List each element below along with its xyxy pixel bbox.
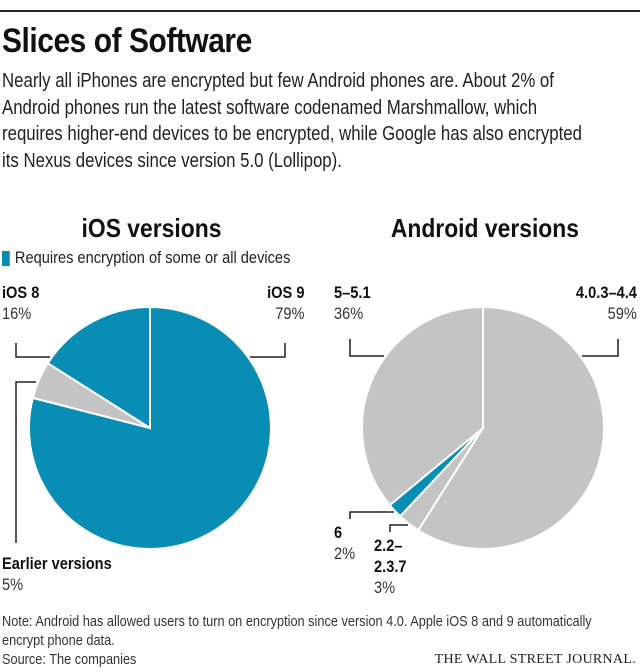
chart-subtitle: Nearly all iPhones are encrypted but few… xyxy=(2,70,582,172)
top-rule xyxy=(0,10,640,12)
label-earlier-pct: 5% xyxy=(2,575,24,594)
label-2-2-name-line1: 2.2– xyxy=(374,536,403,555)
label-ios8: iOS 8 16% xyxy=(2,282,39,324)
label-6-name: 6 xyxy=(334,523,343,542)
label-4-0-3-4-4-name: 4.0.3–4.4 xyxy=(576,283,637,302)
android-slice-4-0-3-4-4 xyxy=(416,305,605,550)
chart-title: Slices of Software xyxy=(2,22,252,60)
leader-5-5-1 xyxy=(349,339,384,357)
label-4-0-3-4-4: 4.0.3–4.4 59% xyxy=(576,282,637,324)
label-6: 6 2% xyxy=(334,522,355,564)
label-ios8-name: iOS 8 xyxy=(2,283,40,302)
leader-ios8 xyxy=(15,343,50,358)
label-ios8-pct: 16% xyxy=(2,304,32,323)
label-earlier-name: Earlier versions xyxy=(2,554,112,573)
android-pie xyxy=(361,305,605,550)
label-5-5-1-pct: 36% xyxy=(334,304,364,323)
label-2-2-name-line2: 2.3.7 xyxy=(374,557,407,576)
ios-leader-lines xyxy=(15,343,286,543)
label-4-0-3-4-4-pct: 59% xyxy=(607,304,637,323)
legend-swatch-encrypted xyxy=(2,250,10,266)
label-ios9-pct: 79% xyxy=(274,304,304,323)
leader-4-0-3-4-4 xyxy=(582,339,619,357)
source-line: Source: The companies xyxy=(2,651,137,668)
label-6-pct: 2% xyxy=(334,544,356,563)
label-ios9: iOS 9 79% xyxy=(267,282,304,324)
legend: Requires encryption of some or all devic… xyxy=(2,248,290,268)
ios-slice-ios8 xyxy=(46,305,151,430)
label-5-5-1: 5–5.1 36% xyxy=(334,282,371,324)
android-slice-5-5-1 xyxy=(361,305,484,507)
leader-ios9 xyxy=(250,343,286,358)
label-5-5-1-name: 5–5.1 xyxy=(334,283,371,302)
leader-2-2-2-3-7 xyxy=(389,524,408,532)
leader-earlier xyxy=(15,381,36,543)
ios-chart-title: iOS versions xyxy=(81,213,222,243)
footer-notes: Note: Android has allowed users to turn … xyxy=(2,612,614,669)
label-ios9-name: iOS 9 xyxy=(266,283,304,302)
legend-label: Requires encryption of some or all devic… xyxy=(14,248,291,267)
label-2-2-2-3-7: 2.2– 2.3.7 3% xyxy=(374,535,407,598)
leader-6 xyxy=(349,511,394,519)
android-chart-title: Android versions xyxy=(390,213,579,243)
wsj-brand: THE WALL STREET JOURNAL. xyxy=(434,652,636,667)
footnote: Note: Android has allowed users to turn … xyxy=(2,613,592,649)
label-earlier: Earlier versions 5% xyxy=(2,553,112,595)
android-leader-lines xyxy=(349,339,619,532)
label-2-2-2-3-7-pct: 3% xyxy=(374,578,396,597)
ios-pie xyxy=(28,305,272,550)
